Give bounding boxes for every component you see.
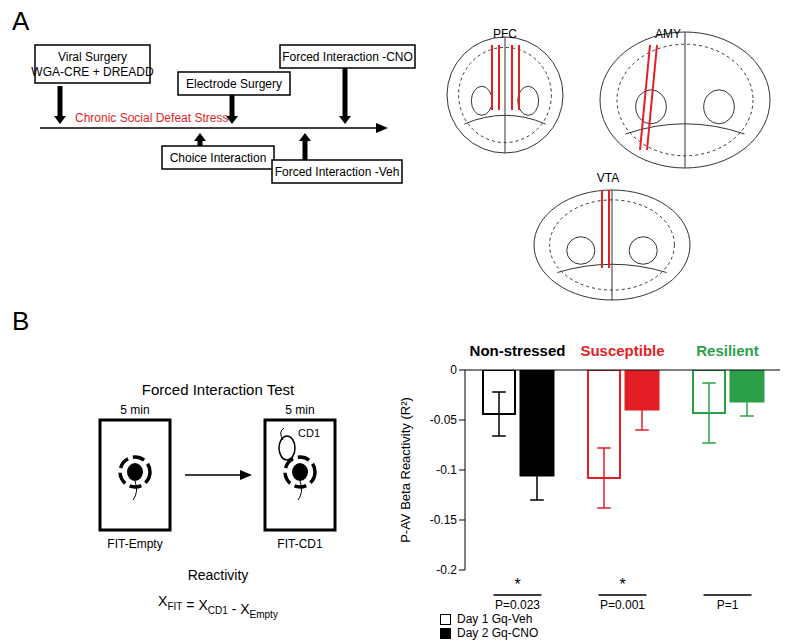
svg-text:Non-stressed: Non-stressed (470, 342, 566, 359)
svg-text:0: 0 (450, 363, 457, 377)
svg-text:Resilient: Resilient (696, 342, 759, 359)
svg-text:WGA-CRE + DREADD: WGA-CRE + DREADD (31, 65, 154, 79)
svg-text:PFC: PFC (493, 27, 517, 41)
svg-text:XFIT = XCD1 - XEmpty: XFIT = XCD1 - XEmpty (158, 593, 278, 620)
svg-text:Forced Interaction Test: Forced Interaction Test (142, 381, 295, 398)
svg-text:Viral Surgery: Viral Surgery (58, 50, 127, 64)
svg-text:*: * (514, 576, 520, 593)
svg-text:FIT-CD1: FIT-CD1 (277, 537, 323, 551)
svg-text:AMY: AMY (655, 27, 681, 41)
html-text:Day 2 Gq-CNO: Day 2 Gq-CNO (457, 626, 539, 640)
svg-text:FIT-Empty: FIT-Empty (107, 537, 162, 551)
svg-text:5 min: 5 min (285, 403, 314, 417)
svg-text:P=0.001: P=0.001 (600, 598, 645, 612)
svg-text:Susceptible: Susceptible (580, 342, 664, 359)
svg-text:CD1: CD1 (298, 427, 320, 439)
svg-text:*: * (619, 576, 625, 593)
svg-text:P=0.023: P=0.023 (495, 598, 540, 612)
svg-text:Forced Interaction -CNO: Forced Interaction -CNO (282, 50, 413, 64)
svg-text:A: A (12, 6, 30, 36)
svg-text:P-AV Beta Reactivity (R²): P-AV Beta Reactivity (R²) (398, 397, 413, 543)
svg-text:5 min: 5 min (120, 403, 149, 417)
svg-text:B: B (12, 306, 29, 336)
svg-text:Chronic Social Defeat Stress: Chronic Social Defeat Stress (75, 111, 228, 125)
svg-text:-0.2: -0.2 (436, 563, 457, 577)
svg-text:P=1: P=1 (717, 598, 739, 612)
html-text:Day 1 Gq-Veh: Day 1 Gq-Veh (457, 612, 533, 626)
svg-text:Reactivity: Reactivity (188, 567, 249, 583)
svg-text:Choice Interaction: Choice Interaction (170, 151, 267, 165)
svg-text:-0.15: -0.15 (430, 513, 458, 527)
svg-text:Forced Interaction -Veh: Forced Interaction -Veh (275, 165, 400, 179)
svg-text:VTA: VTA (597, 171, 619, 185)
svg-text:-0.1: -0.1 (436, 463, 457, 477)
svg-text:-0.05: -0.05 (430, 413, 458, 427)
svg-text:Electrode Surgery: Electrode Surgery (186, 77, 282, 91)
